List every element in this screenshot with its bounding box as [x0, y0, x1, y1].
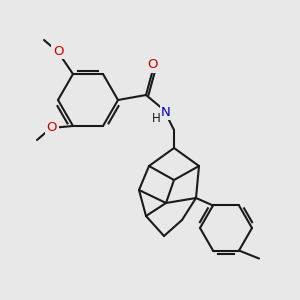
- Text: O: O: [53, 44, 63, 58]
- Text: H: H: [152, 112, 160, 124]
- Text: O: O: [148, 58, 158, 71]
- Text: N: N: [161, 106, 171, 118]
- Text: O: O: [47, 122, 57, 134]
